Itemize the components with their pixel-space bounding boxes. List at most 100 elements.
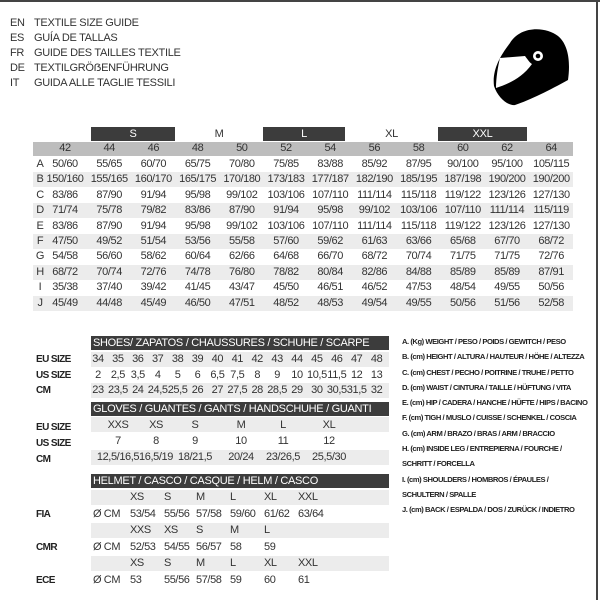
table-cell: 95/100 (491, 158, 523, 170)
table-cell: 27 (211, 384, 224, 396)
table-cell: 10,5 (306, 368, 327, 381)
language-code: FR (10, 47, 25, 59)
language-title: TEXTILGRÖẞENFÜHRUNG (34, 62, 169, 74)
table-cell: 51/54 (140, 235, 167, 247)
table-cell: 12,5/16,5 (96, 451, 140, 463)
table-cell: 127/130 (532, 219, 570, 232)
size-header-cell: 42 (59, 142, 71, 154)
standard-label: CMR (36, 542, 58, 553)
helmet-value-cell: 57/58 (196, 574, 222, 586)
helmet-value-cell: 58 (230, 541, 242, 553)
table-cell: 10 (235, 435, 247, 447)
table-cell: 16,5/19 (139, 451, 173, 463)
table-cell: 79/82 (140, 204, 167, 217)
table-cell: 47/50 (52, 235, 78, 247)
table-cell: 8 (153, 435, 159, 447)
helmet-value-cell: 59 (230, 574, 242, 586)
unit-label: Ø CM (93, 541, 121, 553)
table-cell: 4 (154, 368, 161, 381)
helmet-size-cell: M (230, 524, 239, 536)
language-line: IT GUIDA ALLE TAGLIE TESSILI (10, 76, 175, 91)
table-cell: 34 (92, 353, 104, 365)
table-cell: 37 (151, 353, 164, 365)
table-cell: 61/63 (361, 235, 388, 247)
table-cell: 41 (231, 353, 244, 365)
table-cell: XL (322, 419, 336, 431)
table-cell: 84/88 (405, 265, 432, 278)
legend-line: H. (cm) INSIDE LEG / ENTREPIERNA / FOURC… (402, 444, 562, 454)
table-cell: 75/85 (273, 158, 299, 170)
row-letter: C (36, 188, 44, 201)
size-header-cell: 44 (103, 142, 115, 154)
size-header-row (33, 142, 573, 156)
row-letter: F (36, 235, 44, 247)
helmet-size-cell: S (164, 557, 171, 569)
table-cell: 127/130 (532, 188, 570, 201)
table-cell: 38 (171, 353, 184, 365)
helmet-value-cell: 59 (264, 541, 276, 553)
table-cell: 57/60 (273, 235, 299, 247)
table-cell: 62/66 (229, 250, 255, 263)
table-cell: 47 (350, 353, 363, 365)
table-cell: 182/190 (355, 173, 393, 186)
helmet-size-cell: S (196, 524, 203, 536)
helmet-value-cell: 61/62 (264, 508, 290, 520)
table-cell: 52/58 (538, 296, 564, 309)
table-cell: 24 (132, 384, 144, 396)
language-line: FR GUIDE DES TAILLES TEXTILE (10, 46, 181, 61)
table-cell: 107/110 (444, 204, 482, 217)
table-cell: 12 (323, 435, 335, 447)
table-cell: 111/114 (357, 219, 392, 232)
table-cell: 83/86 (184, 204, 211, 217)
size-group-xl: XL (385, 128, 398, 140)
row-letter: J (37, 296, 43, 309)
row-label: US SIZE (36, 369, 71, 381)
size-header-cell: 50 (236, 142, 248, 154)
table-cell: 165/175 (179, 173, 217, 186)
table-cell: 9 (192, 435, 198, 447)
table-cell: 76/80 (229, 265, 255, 278)
table-cell: 115/118 (400, 219, 437, 232)
table-cell: 99/102 (358, 204, 391, 217)
table-cell: 53/56 (184, 235, 211, 247)
row-letter: A (36, 158, 44, 170)
helmet-value-cell: 55/56 (164, 574, 190, 586)
table-cell: 55/65 (96, 158, 122, 170)
table-cell: 70/74 (96, 265, 122, 278)
table-cell: 2 (95, 368, 101, 381)
table-cell: 99/102 (226, 188, 258, 201)
table-cell: 190/200 (488, 173, 526, 186)
table-row-shade (91, 383, 389, 398)
table-cell: 25,5/30 (312, 451, 346, 463)
helmet-size-cell: S (164, 491, 171, 503)
table-row-shade (33, 203, 573, 219)
table-cell: 103/106 (267, 188, 305, 201)
table-cell: 185/195 (400, 173, 438, 186)
table-cell: 27,5 (227, 384, 248, 396)
table-cell: 37/40 (96, 281, 122, 294)
table-cell: 190/200 (532, 173, 570, 186)
row-label: EU SIZE (36, 422, 71, 433)
helmet-size-cell: XL (264, 557, 277, 569)
table-cell: 41/45 (184, 281, 211, 294)
size-header-cell: 56 (368, 142, 381, 154)
table-cell: 50/56 (538, 281, 564, 294)
row-letter: G (35, 250, 45, 263)
table-row-shade (91, 417, 389, 432)
legend-line: A. (Kg) WEIGHT / PESO / POIDS / GEWITCH … (402, 337, 566, 346)
table-cell: 95/98 (184, 188, 211, 201)
table-row-shade (91, 523, 389, 538)
helmet-size-cell: L (230, 557, 236, 569)
table-cell: 56/60 (96, 250, 122, 263)
legend-line: I. (cm) SHOULDERS / HOMBROS / ÉPAULES / (402, 474, 549, 484)
table-cell: 49/55 (494, 281, 520, 294)
language-code: IT (10, 77, 20, 89)
table-cell: 103/106 (267, 219, 305, 232)
helmet-size-cell: XS (130, 491, 144, 503)
table-cell: 87/90 (96, 219, 122, 232)
table-cell: 35 (112, 353, 124, 365)
helmet-value-cell: 59/60 (230, 508, 256, 520)
table-cell: 43 (271, 353, 283, 365)
table-cell: 99/102 (226, 219, 258, 232)
helmet-value-cell: 53 (130, 574, 142, 586)
